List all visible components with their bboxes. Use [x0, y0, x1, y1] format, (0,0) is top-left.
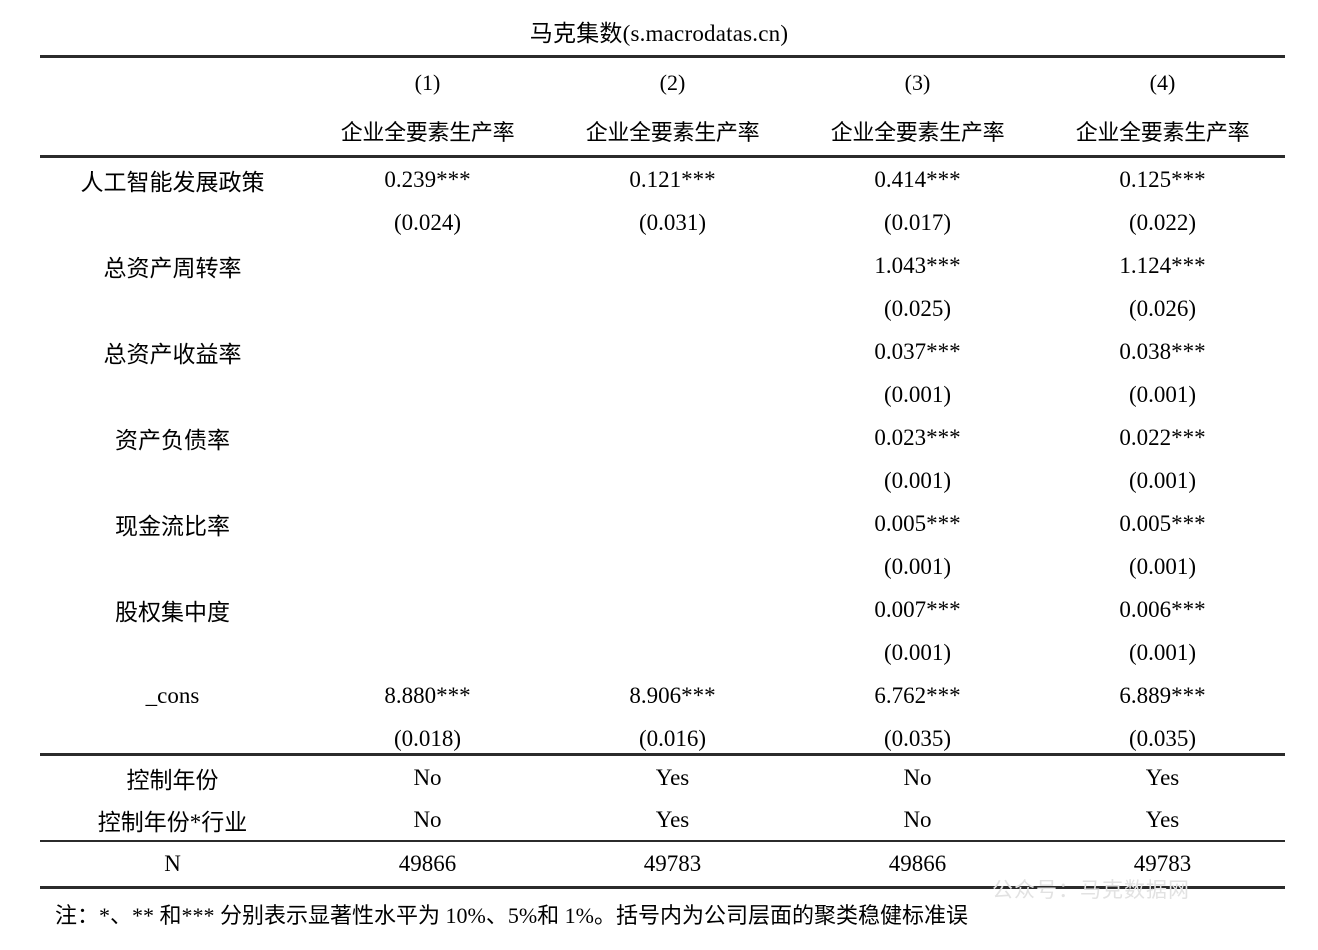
table-row: 控制年份 No Yes No Yes: [40, 757, 1285, 799]
coef-cell: 0.005***: [1119, 510, 1206, 536]
table-row: 股权集中度 0.007*** 0.006***: [40, 588, 1285, 631]
se-cell: (0.001): [1128, 467, 1197, 493]
coef-cell: 0.037***: [874, 338, 961, 364]
se-cell: (0.001): [883, 553, 952, 579]
coef-cell: 0.007***: [874, 596, 961, 622]
row-label: _cons: [145, 682, 200, 708]
table-row: 总资产收益率 0.037*** 0.038***: [40, 330, 1285, 373]
fe-cell: Yes: [655, 765, 690, 790]
table-row-se: (0.001) (0.001): [40, 373, 1285, 416]
table-footnote: 注：*、** 和*** 分别表示显著性水平为 10%、5%和 1%。括号内为公司…: [55, 903, 968, 928]
se-cell: (0.035): [1128, 725, 1197, 751]
header-row-numbers: (1) (2) (3) (4): [40, 57, 1285, 103]
se-cell: (0.025): [883, 295, 952, 321]
se-cell: (0.001): [1128, 381, 1197, 407]
n-cell: 49783: [643, 851, 702, 876]
table-row: 总资产周转率 1.043*** 1.124***: [40, 244, 1285, 287]
coef-cell: 0.023***: [874, 424, 961, 450]
fe-cell: No: [903, 765, 932, 790]
se-cell: (0.017): [883, 209, 952, 235]
se-cell: (0.022): [1128, 209, 1197, 235]
column-number-1: (1): [414, 70, 441, 95]
column-number-2: (2): [659, 70, 686, 95]
fe-cell: Yes: [1145, 765, 1180, 790]
coef-cell: 1.043***: [874, 252, 961, 278]
observations-block: N 49866 49783 49866 49783: [40, 843, 1285, 885]
table-row-se: (0.001) (0.001): [40, 459, 1285, 502]
row-label: 现金流比率: [115, 513, 230, 539]
table-row: N 49866 49783 49866 49783: [40, 843, 1285, 885]
n-cell: 49866: [888, 851, 947, 876]
column-number-3: (3): [904, 70, 931, 95]
dep-var-4: 企业全要素生产率: [1075, 120, 1250, 145]
header-label-spacer: [40, 63, 305, 103]
coef-cell: 6.889***: [1119, 682, 1206, 708]
coef-cell: 0.022***: [1119, 424, 1206, 450]
n-cell: 49783: [1133, 851, 1192, 876]
coef-cell: 0.125***: [1119, 166, 1206, 192]
row-label: 总资产收益率: [103, 341, 242, 367]
table-header: (1) (2) (3) (4) 企业全要素生产率 企业全要素生产率 企业全要素生…: [40, 57, 1285, 155]
row-label: N: [164, 851, 181, 876]
rule-top: [40, 55, 1285, 58]
row-label: 股权集中度: [115, 599, 230, 625]
coef-cell: 8.880***: [384, 682, 471, 708]
se-cell: (0.001): [1128, 639, 1197, 665]
coef-cell: 0.121***: [629, 166, 716, 192]
table-row-se: (0.001) (0.001): [40, 545, 1285, 588]
coef-cell: 1.124***: [1119, 252, 1206, 278]
se-cell: (0.031): [638, 209, 707, 235]
table-row: _cons 8.880*** 8.906*** 6.762*** 6.889**…: [40, 674, 1285, 717]
se-cell: (0.016): [638, 725, 707, 751]
table-row-se: (0.024) (0.031) (0.017) (0.022): [40, 201, 1285, 244]
coef-cell: 0.038***: [1119, 338, 1206, 364]
se-cell: (0.026): [1128, 295, 1197, 321]
coef-cell: 0.414***: [874, 166, 961, 192]
row-label: 总资产周转率: [103, 255, 242, 281]
n-cell: 49866: [398, 851, 457, 876]
fe-cell: No: [903, 807, 932, 832]
table-row: 控制年份*行业 No Yes No Yes: [40, 799, 1285, 841]
table-row-se: (0.025) (0.026): [40, 287, 1285, 330]
header-depvar-spacer: [40, 111, 305, 155]
fe-cell: Yes: [655, 807, 690, 832]
rule-bottom: [40, 886, 1285, 889]
header-row-depvars: 企业全要素生产率 企业全要素生产率 企业全要素生产率 企业全要素生产率: [40, 103, 1285, 155]
table-row: 人工智能发展政策 0.239*** 0.121*** 0.414*** 0.12…: [40, 158, 1285, 201]
coef-cell: 8.906***: [629, 682, 716, 708]
coef-cell: 0.005***: [874, 510, 961, 536]
se-cell: (0.001): [883, 467, 952, 493]
se-cell: (0.001): [883, 381, 952, 407]
fe-cell: Yes: [1145, 807, 1180, 832]
se-cell: (0.024): [393, 209, 462, 235]
row-label: 资产负债率: [115, 427, 230, 453]
rule-n-top: [40, 840, 1285, 842]
coef-cell: 0.239***: [384, 166, 471, 192]
table-row-se: (0.001) (0.001): [40, 631, 1285, 674]
se-cell: (0.001): [883, 639, 952, 665]
se-cell: (0.018): [393, 725, 462, 751]
fixed-effects-block: 控制年份 No Yes No Yes 控制年份*行业 No Yes No Yes: [40, 757, 1285, 841]
dep-var-2: 企业全要素生产率: [585, 120, 760, 145]
dep-var-3: 企业全要素生产率: [830, 120, 1005, 145]
page-title: 马克集数(s.macrodatas.cn): [529, 21, 789, 46]
table-row: 现金流比率 0.005*** 0.005***: [40, 502, 1285, 545]
row-label: 控制年份: [126, 768, 219, 793]
table-row-se: (0.018) (0.016) (0.035) (0.035): [40, 717, 1285, 760]
se-cell: (0.001): [1128, 553, 1197, 579]
rule-header: [40, 155, 1285, 158]
column-number-4: (4): [1149, 70, 1176, 95]
table-row: 资产负债率 0.023*** 0.022***: [40, 416, 1285, 459]
fe-cell: No: [413, 765, 442, 790]
coef-cell: 0.006***: [1119, 596, 1206, 622]
se-cell: (0.035): [883, 725, 952, 751]
fe-cell: No: [413, 807, 442, 832]
dep-var-1: 企业全要素生产率: [340, 120, 515, 145]
row-label: 控制年份*行业: [97, 810, 248, 835]
table-body: 人工智能发展政策 0.239*** 0.121*** 0.414*** 0.12…: [40, 158, 1285, 760]
rule-fixed-effects: [40, 753, 1285, 756]
row-label: 人工智能发展政策: [80, 169, 265, 195]
coef-cell: 6.762***: [874, 682, 961, 708]
